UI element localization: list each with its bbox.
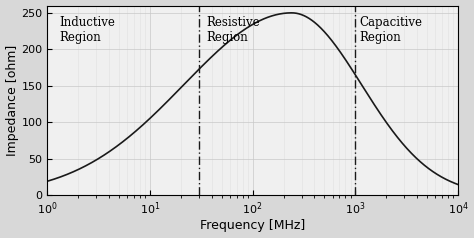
Y-axis label: Impedance [ohm]: Impedance [ohm] xyxy=(6,45,18,156)
X-axis label: Frequency [MHz]: Frequency [MHz] xyxy=(200,219,305,233)
Text: Capacitive
Region: Capacitive Region xyxy=(360,16,423,45)
Text: Inductive
Region: Inductive Region xyxy=(59,16,115,45)
Text: Resistive
Region: Resistive Region xyxy=(206,16,259,45)
